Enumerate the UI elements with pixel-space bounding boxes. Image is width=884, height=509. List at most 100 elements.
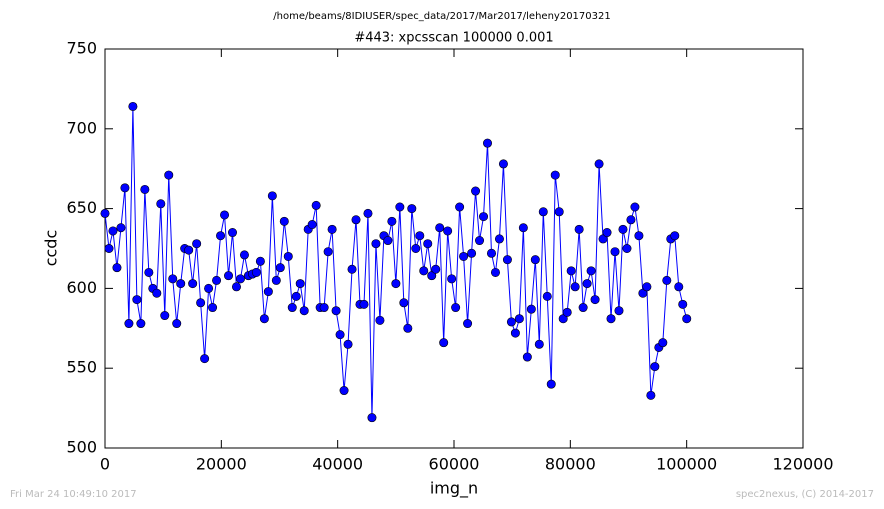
data-point <box>208 303 218 313</box>
data-point <box>228 228 238 238</box>
data-point <box>550 170 560 180</box>
data-point <box>299 306 309 316</box>
data-point <box>594 159 604 169</box>
data-point <box>196 298 206 308</box>
data-point <box>204 283 214 293</box>
data-point <box>347 264 357 274</box>
data-point <box>618 224 628 234</box>
y-tick-label: 600 <box>66 278 97 297</box>
data-point <box>494 234 504 244</box>
footer-left: Fri Mar 24 10:49:10 2017 <box>10 489 137 500</box>
x-tick-label: 100000 <box>656 455 717 474</box>
data-point <box>212 275 222 285</box>
data-point <box>263 287 273 297</box>
data-point <box>419 266 429 276</box>
data-point <box>271 275 281 285</box>
data-point <box>522 352 532 362</box>
data-point <box>427 271 437 281</box>
data-point <box>160 311 170 321</box>
data-point <box>200 354 210 364</box>
data-point <box>231 282 241 292</box>
data-point <box>538 207 548 217</box>
data-point <box>216 231 226 241</box>
data-point <box>399 298 409 308</box>
data-point <box>239 250 249 260</box>
data-point <box>363 208 373 218</box>
data-point <box>415 231 425 241</box>
data-point <box>479 212 489 222</box>
data-point <box>443 226 453 236</box>
data-point <box>475 236 485 246</box>
data-point <box>172 319 182 329</box>
data-point <box>156 199 166 209</box>
data-point <box>606 314 616 324</box>
data-point <box>371 239 381 249</box>
data-point <box>490 267 500 277</box>
x-tick-label: 60000 <box>429 455 480 474</box>
data-point <box>275 263 285 273</box>
y-tick-label: 700 <box>66 118 97 137</box>
data-point <box>251 267 261 277</box>
y-tick-label: 650 <box>66 198 97 217</box>
data-point <box>502 255 512 265</box>
data-point <box>124 319 134 329</box>
data-point <box>614 306 624 316</box>
data-point <box>224 271 234 281</box>
data-point <box>558 314 568 324</box>
data-point <box>283 251 293 261</box>
data-point <box>602 228 612 238</box>
data-point <box>455 202 465 212</box>
data-point <box>650 362 660 372</box>
data-point <box>682 314 692 324</box>
data-point <box>622 244 632 254</box>
data-point <box>451 303 461 313</box>
data-point <box>598 234 608 244</box>
data-point <box>518 223 528 233</box>
data-point <box>642 282 652 292</box>
data-point <box>630 202 640 212</box>
x-tick-label: 120000 <box>772 455 833 474</box>
data-point <box>662 275 672 285</box>
data-point <box>319 303 329 313</box>
data-point <box>112 263 122 273</box>
data-point <box>331 306 341 316</box>
data-point <box>610 247 620 257</box>
data-point <box>192 239 202 249</box>
data-point <box>526 304 536 314</box>
data-point <box>267 191 277 201</box>
data-point <box>116 223 126 233</box>
data-point <box>311 200 321 210</box>
data-point <box>546 379 556 389</box>
data-point <box>646 390 656 400</box>
data-point <box>566 266 576 276</box>
data-point <box>327 224 337 234</box>
data-point <box>291 291 301 301</box>
data-point <box>506 317 516 327</box>
data-point <box>279 216 289 226</box>
data-point <box>128 101 138 111</box>
data-point <box>367 413 377 423</box>
data-point <box>514 314 524 324</box>
data-point <box>463 319 473 329</box>
data-point <box>407 204 417 214</box>
chart-suptitle: /home/beams/8IDIUSER/spec_data/2017/Mar2… <box>273 11 610 22</box>
y-axis-label: ccdc <box>42 230 61 267</box>
data-point <box>638 288 648 298</box>
x-tick-label: 80000 <box>545 455 596 474</box>
data-point <box>383 236 393 246</box>
data-point <box>220 210 230 220</box>
data-point <box>554 207 564 217</box>
y-tick-label: 750 <box>66 39 97 58</box>
data-point <box>439 338 449 348</box>
data-point <box>570 282 580 292</box>
data-point <box>459 251 469 261</box>
data-point <box>403 323 413 333</box>
data-point <box>670 231 680 241</box>
data-point <box>140 184 150 194</box>
data-point <box>471 186 481 196</box>
data-point <box>411 244 421 254</box>
data-point <box>144 267 154 277</box>
data-point <box>423 239 433 249</box>
data-point <box>120 183 130 193</box>
